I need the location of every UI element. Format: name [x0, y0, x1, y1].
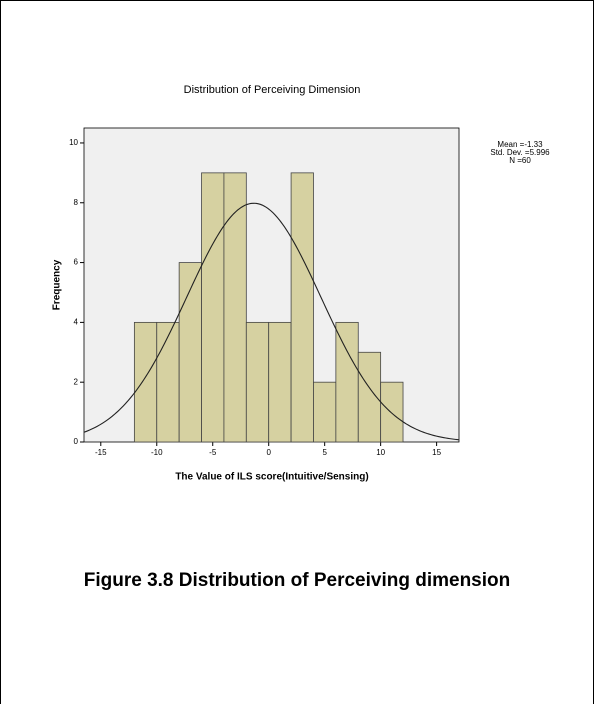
bar	[313, 381, 337, 443]
bar	[357, 351, 382, 443]
y-tick-label: 0	[74, 437, 79, 446]
bar	[201, 172, 225, 443]
y-axis-label: Frequency	[52, 259, 63, 310]
bar	[335, 321, 359, 443]
y-tick-label: 2	[74, 377, 79, 386]
stat-n: N =60	[509, 156, 531, 165]
stat-sd: Std. Dev. =5.996	[490, 148, 550, 157]
bar	[245, 321, 270, 443]
normal-curve	[83, 202, 460, 441]
x-tick-label: 5	[322, 448, 327, 457]
y-tick-label: 10	[69, 138, 78, 147]
x-tick-label: -10	[151, 448, 163, 457]
y-tick-label: 4	[74, 317, 79, 326]
x-tick-label: 15	[432, 448, 441, 457]
x-tick-label: -15	[95, 448, 107, 457]
bar	[268, 321, 292, 443]
chart-title: Distribution of Perceiving Dimension	[184, 84, 361, 96]
figure-caption: Figure 3.8 Distribution of Perceiving di…	[84, 570, 511, 591]
bar	[223, 172, 247, 443]
y-tick-label: 6	[74, 258, 79, 267]
y-tick-label: 8	[74, 198, 79, 207]
x-tick-label: 10	[376, 448, 385, 457]
bar	[156, 321, 180, 443]
stat-mean: Mean =-1.33	[497, 140, 543, 149]
x-tick-label: 0	[266, 448, 271, 457]
x-tick-label: -5	[209, 448, 217, 457]
bar	[133, 321, 158, 443]
bar	[380, 381, 404, 443]
x-axis-label: The Value of ILS score(Intuitive/Sensing…	[175, 472, 368, 483]
bar	[290, 172, 314, 443]
